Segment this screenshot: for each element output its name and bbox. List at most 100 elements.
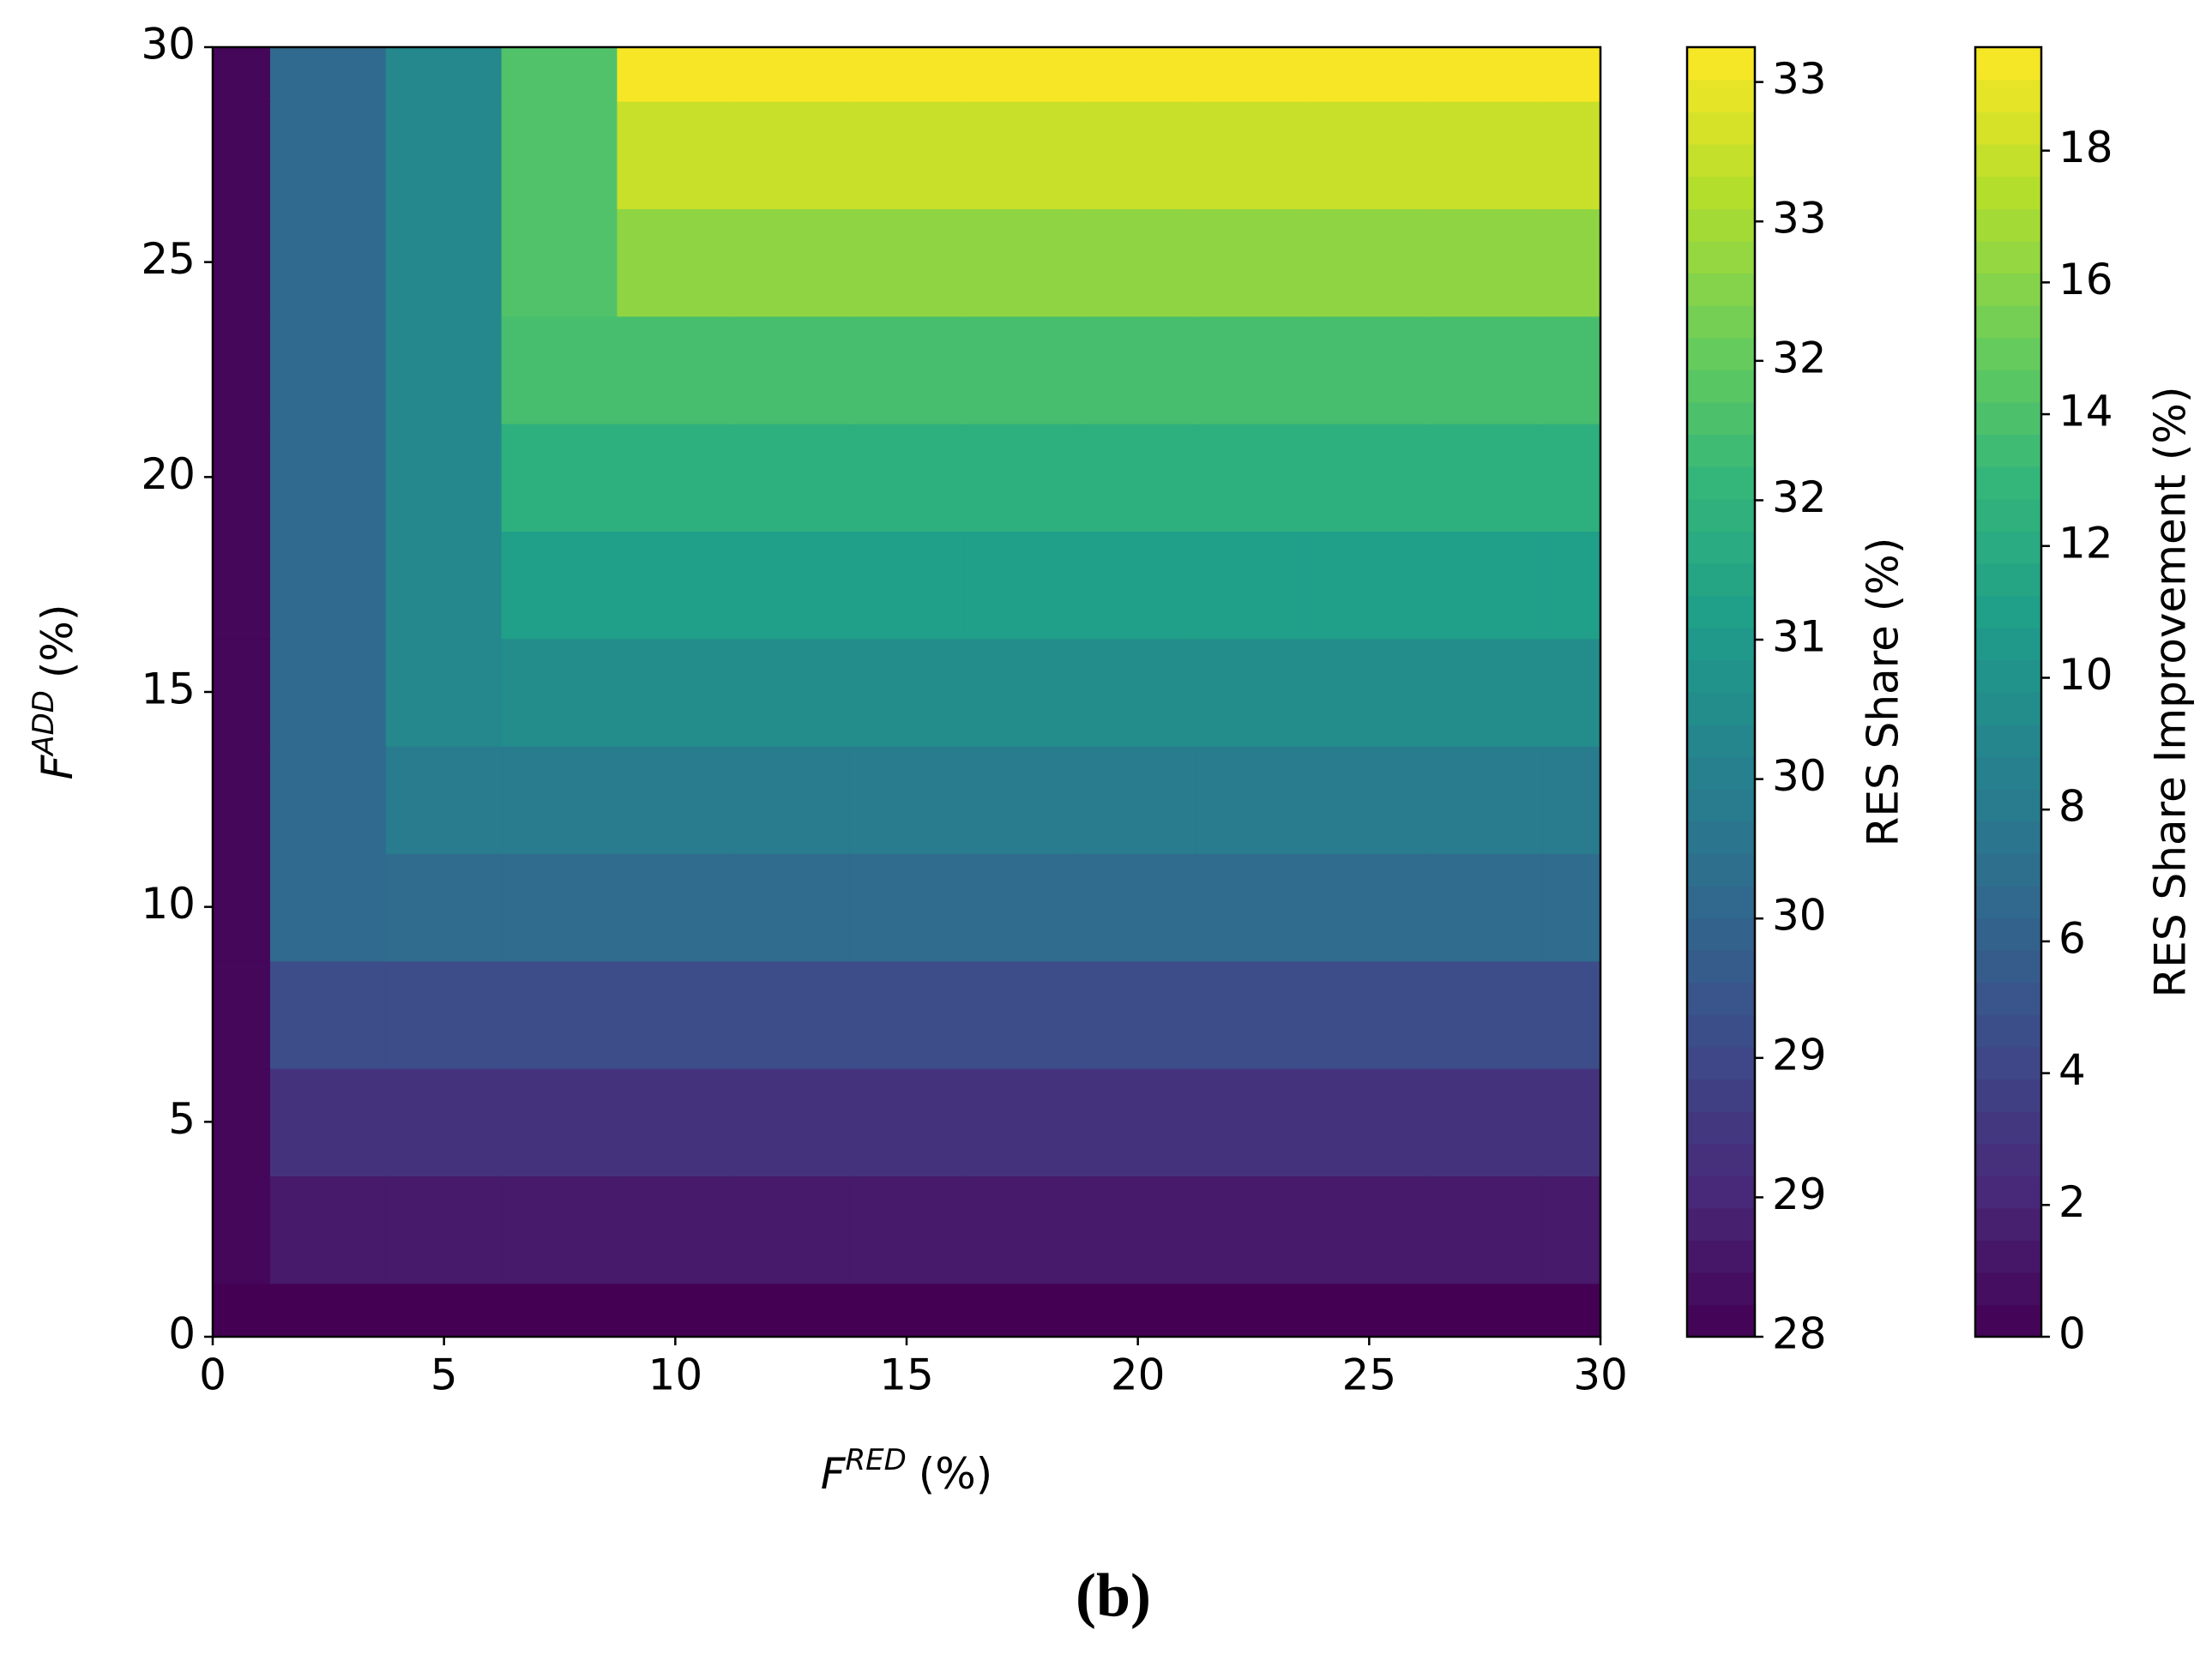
heat-cell <box>1079 637 1197 747</box>
x-tick-label: 15 <box>879 1350 934 1400</box>
heat-cell <box>213 530 272 640</box>
heat-cell <box>1426 745 1544 855</box>
colorbar-segment <box>1686 562 1756 597</box>
heat-cell <box>1542 315 1600 424</box>
heat-cell <box>1311 1175 1428 1284</box>
colorbar-segment <box>1974 788 2042 822</box>
colorbar-segment <box>1974 594 2042 629</box>
heat-cell <box>501 852 618 962</box>
heat-cell <box>1079 100 1197 209</box>
colorbar-segment <box>1974 111 2042 145</box>
colorbar-segment <box>1974 1175 2042 1209</box>
heat-cell <box>848 852 966 962</box>
colorbar-frame <box>1685 45 1757 1338</box>
heat-cell <box>963 1068 1082 1176</box>
heat-cell <box>269 959 388 1069</box>
colorbar-segment <box>1686 433 1756 467</box>
heat-cell <box>1426 1282 1544 1337</box>
colorbar-tick-label: 14 <box>2058 387 2113 436</box>
heat-cell <box>848 100 966 209</box>
colorbar-tick-label: 32 <box>1772 472 1827 522</box>
heat-cell <box>385 745 503 855</box>
heat-cell <box>1542 637 1600 747</box>
colorbar-segment <box>1974 691 2042 725</box>
heat-cell <box>848 959 966 1069</box>
colorbar-segment <box>1974 1272 2042 1306</box>
colorbar-frame <box>1974 45 2043 1338</box>
colorbar-tick-label: 0 <box>2058 1309 2086 1359</box>
heat-cell <box>848 315 966 424</box>
heat-cell <box>1542 852 1600 962</box>
colorbar-segment <box>1974 724 2042 758</box>
heat-cell <box>1195 530 1312 640</box>
heat-cell <box>848 530 966 640</box>
heat-cell <box>1195 100 1312 209</box>
x-tick-label: 0 <box>199 1350 226 1400</box>
heat-cell <box>213 315 272 424</box>
heat-cell <box>848 423 966 532</box>
heat-cell <box>963 530 1082 640</box>
colorbar-segment <box>1686 788 1756 822</box>
colorbar-segment <box>1974 401 2042 436</box>
heat-cell <box>1426 1068 1544 1176</box>
heat-cell <box>213 1068 272 1176</box>
heat-cell <box>963 315 1082 424</box>
colorbar-segment <box>1974 272 2042 306</box>
heat-cell <box>213 423 272 532</box>
heat-cell <box>1079 423 1197 532</box>
heat-cell <box>501 637 618 747</box>
heat-cell <box>963 208 1082 317</box>
heat-cell <box>501 745 618 855</box>
y-tick-label: 30 <box>141 20 196 69</box>
colorbar-segment <box>1974 240 2042 274</box>
heat-cell <box>963 1175 1082 1284</box>
colorbar-segment <box>1686 821 1756 854</box>
colorbar-segment <box>1686 466 1756 500</box>
x-axis-label: FRED (%) <box>821 1443 993 1499</box>
colorbar-label: RES Share Improvement (%) <box>2146 387 2196 998</box>
heat-cell <box>848 1068 966 1176</box>
colorbar-segment <box>1974 627 2042 661</box>
colorbar-segment <box>1686 176 1756 209</box>
colorbar-segment <box>1686 240 1756 274</box>
y-tick-label: 15 <box>141 665 196 714</box>
colorbar-segment <box>1974 852 2042 887</box>
y-axis-label: FADD (%) <box>27 604 82 780</box>
colorbar-segment <box>1686 208 1756 242</box>
colorbar-segment <box>1686 1013 1756 1048</box>
colorbar-segment <box>1974 369 2042 403</box>
heat-cell <box>1079 1282 1197 1337</box>
heat-cell <box>213 745 272 855</box>
heat-cell <box>269 315 388 424</box>
heat-cell <box>1542 745 1600 855</box>
colorbar-tick-label: 2 <box>2058 1177 2086 1227</box>
colorbar-segment <box>1686 627 1756 661</box>
colorbar-tick-label: 29 <box>1772 1030 1827 1080</box>
heat-cell <box>385 959 503 1069</box>
x-tick-label: 10 <box>648 1350 703 1400</box>
heat-cell <box>1311 852 1428 962</box>
heat-cell <box>1426 637 1544 747</box>
heat-cell <box>385 423 503 532</box>
heat-cell <box>963 637 1082 747</box>
colorbar-tick-label: 18 <box>2058 123 2113 172</box>
heat-cell <box>1311 1068 1428 1176</box>
heat-cell <box>1195 1175 1312 1284</box>
heat-cell <box>963 745 1082 855</box>
colorbar-segment <box>1686 1272 1756 1306</box>
heat-cell <box>617 1175 734 1284</box>
heat-cell <box>732 1282 850 1337</box>
heat-cell <box>1426 959 1544 1069</box>
heat-cell <box>1311 47 1428 102</box>
colorbar-segment <box>1974 79 2042 113</box>
heat-cell <box>1542 100 1600 209</box>
heat-cell <box>1195 47 1312 102</box>
colorbar-segment <box>1974 46 2042 81</box>
heat-cell <box>1542 423 1600 532</box>
colorbar-segment <box>1686 659 1756 693</box>
heat-cell <box>1195 637 1312 747</box>
colorbar-segment <box>1974 433 2042 467</box>
colorbar-tick-label: 33 <box>1772 54 1827 104</box>
heat-cell <box>1311 745 1428 855</box>
